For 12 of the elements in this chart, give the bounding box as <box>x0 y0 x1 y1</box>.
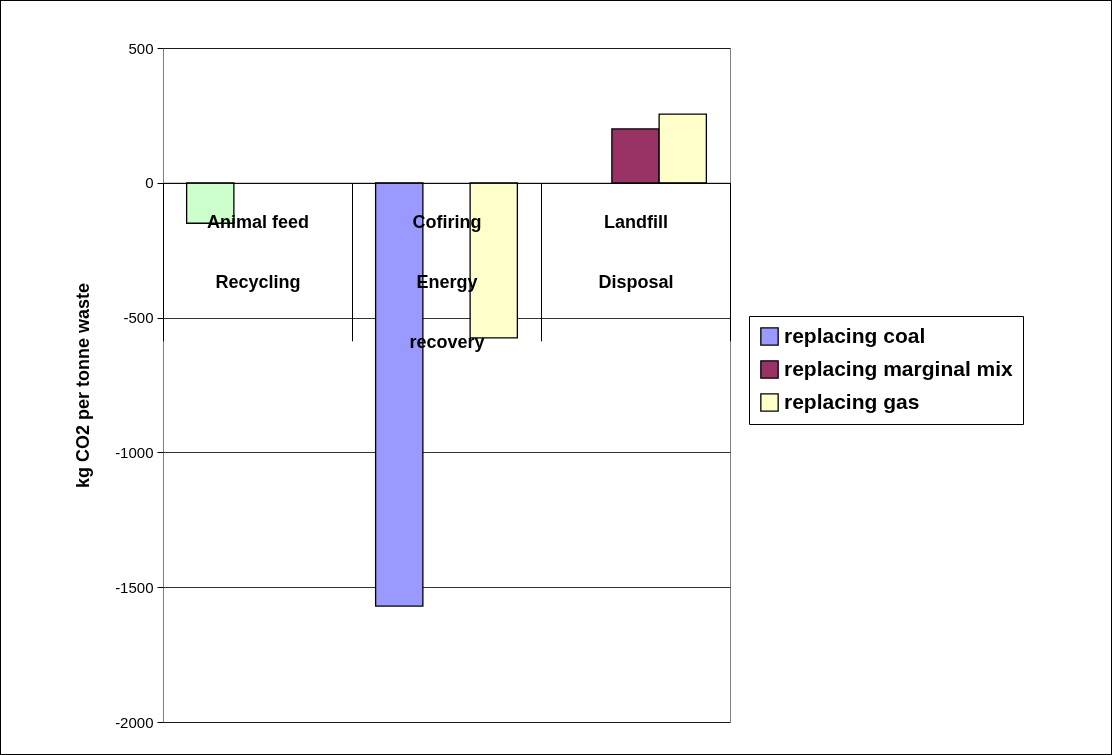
y-tick-label: -1500 <box>115 578 154 596</box>
y-tick-label: 500 <box>128 39 154 57</box>
y-tick-label: -1000 <box>115 443 154 461</box>
y-tick-label: 0 <box>145 174 154 192</box>
legend-label: replacing marginal mix <box>784 356 1014 380</box>
y-tick-label: -2000 <box>115 713 154 731</box>
category-label: Landfill Disposal <box>598 212 674 293</box>
y-tick-label: -500 <box>123 309 154 327</box>
legend-label: replacing gas <box>784 389 920 413</box>
category-label: Animal feed Recycling <box>206 212 310 293</box>
y-axis-title: kg CO2 per tonne waste <box>73 282 94 489</box>
legend-label: replacing coal <box>784 323 926 347</box>
